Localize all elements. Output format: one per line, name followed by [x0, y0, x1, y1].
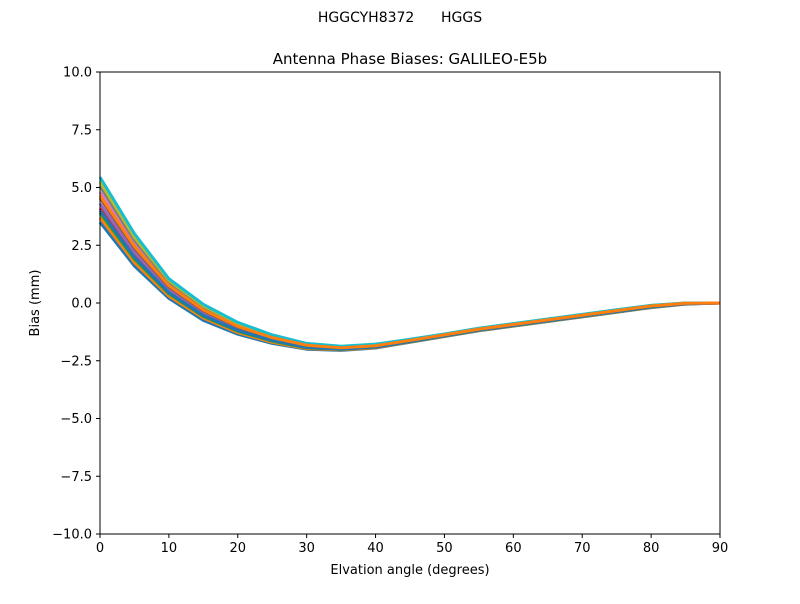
plot-lines	[98, 176, 721, 352]
x-tick-label: 50	[436, 541, 453, 556]
x-tick-label: 40	[367, 541, 384, 556]
y-tick-label: 5.0	[71, 181, 92, 196]
y-tick-label: −10.0	[52, 528, 92, 543]
x-tick-label: 10	[161, 541, 178, 556]
y-tick-label: 0.0	[71, 297, 92, 312]
y-tick-label: 7.5	[71, 123, 92, 138]
x-tick-label: 0	[96, 541, 104, 556]
x-tick-label: 80	[643, 541, 660, 556]
y-tick-label: −7.5	[60, 470, 92, 485]
series-line	[98, 212, 721, 351]
x-axis: 0 10 20 30 40 50 60 70 80 90	[96, 534, 728, 556]
x-tick-label: 90	[712, 541, 729, 556]
series-line	[98, 221, 721, 352]
series-line	[98, 202, 721, 351]
y-axis: −10.0 −7.5 −5.0 −2.5 0.0 2.5 5.0 7.5 10.0	[52, 66, 100, 543]
series-line	[98, 176, 720, 348]
x-tick-label: 30	[298, 541, 315, 556]
x-tick-label: 70	[574, 541, 591, 556]
series-line	[98, 185, 721, 349]
x-tick-label: 20	[230, 541, 247, 556]
y-tick-label: −2.5	[60, 354, 92, 369]
series-line	[98, 209, 721, 351]
series-line	[98, 216, 721, 352]
chart-title: Antenna Phase Biases: GALILEO-E5b	[273, 50, 547, 68]
figure-suptitle: HGGCYH8372 HGGS	[317, 10, 483, 26]
x-tick-label: 60	[505, 541, 522, 556]
y-axis-label: Bias (mm)	[28, 270, 43, 337]
series-line	[98, 207, 721, 351]
x-axis-label: Elvation angle (degrees)	[330, 563, 489, 578]
series-line	[98, 191, 721, 350]
y-tick-label: 2.5	[71, 239, 92, 254]
series-line	[98, 197, 721, 350]
series-line	[98, 194, 721, 350]
y-tick-label: −5.0	[60, 412, 92, 427]
series-line	[98, 180, 720, 349]
y-tick-label: 10.0	[63, 66, 92, 81]
